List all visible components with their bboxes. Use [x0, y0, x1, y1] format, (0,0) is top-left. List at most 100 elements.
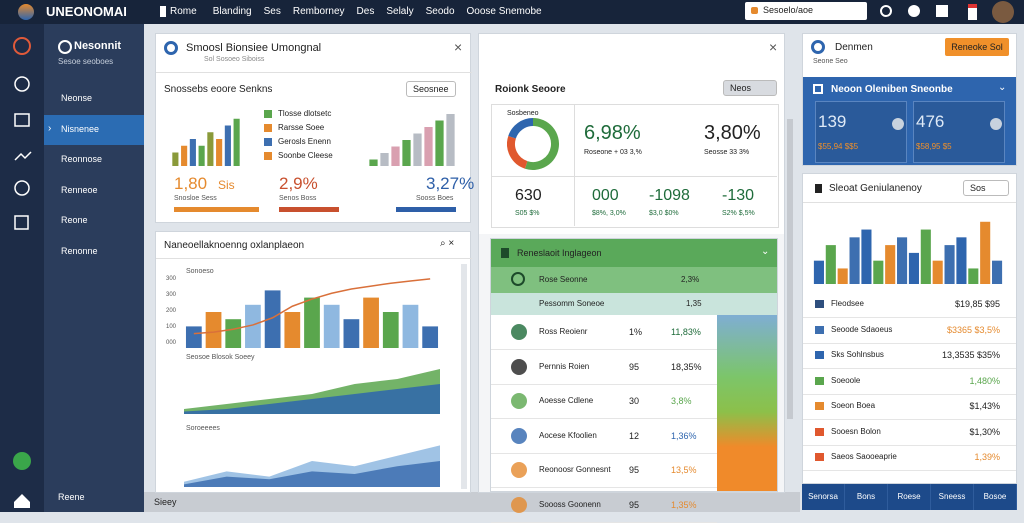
search-button[interactable]: ⌕ × [440, 238, 455, 249]
icon[interactable] [968, 4, 977, 20]
rail-icons [13, 37, 32, 508]
cell: 11,83% [671, 327, 701, 337]
list-row[interactable]: Seoode Sdaoeus $3365 $3,5% [803, 318, 1016, 344]
dropdown[interactable]: Sos [963, 180, 1009, 196]
donut-segment [508, 118, 534, 139]
logo: UNEONOMAI [46, 4, 127, 19]
icon-rail [0, 24, 44, 512]
nav-item[interactable]: Rome [160, 6, 201, 17]
table-header: Reneslaoit Inglageon ⌄ [491, 239, 777, 267]
table-row[interactable]: Aocese Kfoolien 12 1,36% [491, 419, 717, 454]
collapse[interactable]: ⌄ [998, 82, 1007, 93]
bar [225, 319, 242, 348]
kpi-note: Senos Boss [279, 195, 317, 202]
kpi-bar [396, 207, 456, 212]
area-chart [184, 369, 440, 414]
kpi-note: Roseone + 03 3,% [584, 149, 642, 156]
cell: 1,35% [671, 499, 697, 510]
bar [284, 312, 301, 348]
bar [323, 304, 340, 348]
row-value: 1,39% [974, 452, 1000, 462]
table-row[interactable]: Reonoosr Gonnesnt 95 13,5% [491, 453, 717, 488]
button[interactable]: Reneoke Sol [945, 38, 1009, 56]
sidebar-item[interactable]: Renneoe [44, 176, 144, 206]
nav-item[interactable]: Ooose Snemobe [466, 6, 542, 17]
legend-item: Tlosse dlotsetc [264, 109, 354, 121]
tab[interactable]: Bosoe [974, 484, 1017, 510]
list-row[interactable]: Saeos Saooeaprie 1,39% [803, 445, 1016, 471]
sidebar-label: Renonne [61, 245, 98, 256]
nav-item[interactable]: Seodo [425, 6, 455, 17]
nav-item[interactable]: Remborney [292, 6, 345, 17]
icon[interactable] [908, 5, 920, 17]
bar [897, 237, 908, 284]
kpi-value: 3,27% [426, 174, 475, 193]
tab[interactable]: Senorsa [802, 484, 845, 510]
sidebar-item[interactable]: › Nisnenee [44, 114, 144, 145]
nav-item[interactable]: Ses [263, 6, 281, 17]
list-row[interactable]: Fleodsee $19,85 $95 [803, 292, 1016, 318]
scrollbar[interactable] [461, 264, 467, 489]
panel-title: Smoosl Bionsiee Umongnal [186, 42, 322, 54]
bar [956, 237, 967, 284]
status-strip [717, 315, 777, 491]
bar [944, 245, 955, 284]
icon [813, 84, 823, 94]
table-row[interactable]: Soooss Goonenn 95 1,35% [491, 488, 717, 523]
sidebar-title: Nesonnit [74, 40, 122, 52]
stat-card[interactable]: 476 $58,95 $5 [913, 101, 1005, 163]
sidebar-label: Neonse [61, 93, 93, 103]
table-row[interactable]: Ross Reoienr 1% 11,83% [491, 315, 717, 350]
row-swatch [815, 325, 824, 334]
dropdown[interactable]: Neos [723, 80, 777, 96]
row-swatch [815, 376, 824, 385]
list-row[interactable]: Soeoole 1,480% [803, 369, 1016, 395]
tab[interactable]: Bons [845, 484, 888, 510]
nav-item[interactable]: Blanding [212, 6, 252, 17]
scrollbar[interactable] [787, 119, 793, 419]
panel-title: Naneoellaknoenng oxlanplaeon [164, 240, 305, 251]
close-button[interactable]: × [454, 39, 463, 55]
highlight-row[interactable]: Rose Seonne 2,3% [491, 267, 777, 293]
sidebar-item[interactable]: Renonne [44, 237, 144, 267]
dropdown[interactable]: Seosnee [406, 81, 456, 97]
tab[interactable]: Sneess [931, 484, 974, 510]
sidebar-item[interactable]: Neonse [44, 84, 144, 114]
bar [435, 120, 444, 166]
list-row[interactable]: Sks Sohlnsbus 13,3535 $35% [803, 343, 1016, 369]
search-box[interactable]: Sesoelo/aoe [745, 2, 867, 20]
tab-bar: Senorsa Bons Roese Sneess Bosoe [802, 484, 1017, 510]
list-row[interactable]: Sooesn Bolon $1,30% [803, 420, 1016, 446]
nav-item[interactable]: Des [356, 6, 375, 17]
sidebar-item[interactable]: Reone [44, 206, 144, 236]
table-row[interactable]: Pernnis Roien 95 18,35% [491, 350, 717, 385]
kpi-note: Seosse 33 3% [704, 149, 750, 156]
cell: Aocese Kfoolien [539, 430, 597, 440]
stat-value: -1098 [649, 187, 690, 204]
collapse[interactable]: ⌄ [761, 246, 770, 257]
section-title: Roionk Seoore [495, 84, 566, 95]
list-row[interactable]: Soeon Boea $1,43% [803, 394, 1016, 420]
panel-title: Sleoat Geniulanenoy [829, 183, 922, 194]
table-row[interactable]: Aoesse Cdlene 30 3,8% [491, 384, 717, 419]
nav-item[interactable]: Selaly [386, 6, 414, 17]
bar [181, 145, 188, 166]
avatar[interactable] [992, 1, 1014, 23]
stat-icon [892, 118, 904, 130]
sidebar-item[interactable]: Reonnose [44, 145, 144, 175]
close-button[interactable]: × [769, 39, 778, 55]
icon[interactable] [936, 5, 948, 17]
card-title: Neoon Oleniben Sneonbe [831, 84, 953, 95]
row-icon [511, 496, 527, 513]
bar-chart [172, 118, 240, 166]
sidebar: Nesonnit Sesoe seoboes Reene Neonse › Nisn… [44, 24, 144, 512]
kpi-value: 1,80 [174, 174, 208, 193]
sidebar-icon [58, 40, 72, 54]
y-tick-label: 300 [166, 276, 177, 282]
bar [216, 139, 223, 166]
tab[interactable]: Roese [888, 484, 931, 510]
stat-card[interactable]: 139 $55,94 $$5 [815, 101, 907, 163]
row-name: Fleodsee [831, 299, 864, 308]
icon[interactable] [880, 5, 892, 17]
sidebar-footer[interactable]: Reene [58, 492, 85, 502]
